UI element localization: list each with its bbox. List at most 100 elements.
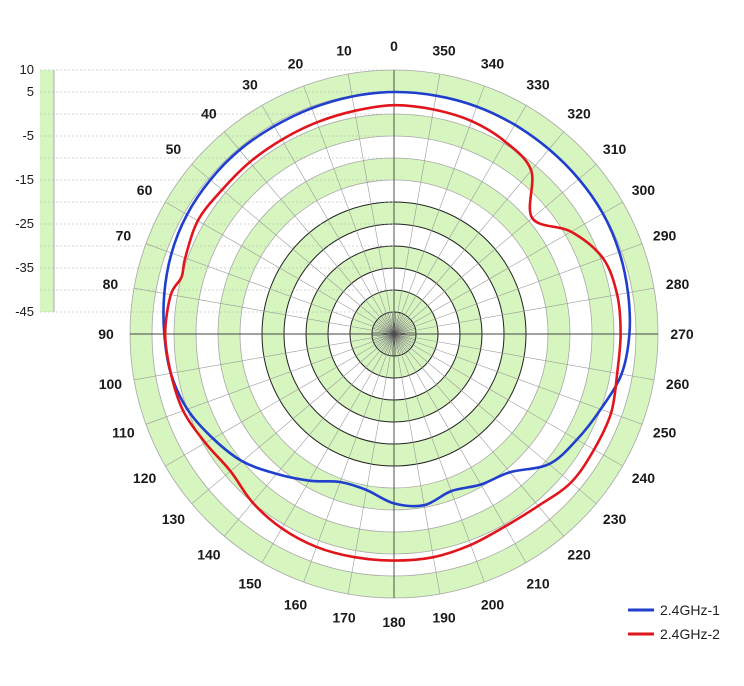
angle-tick-label: 160 [284, 597, 308, 613]
angle-tick-label: 190 [432, 610, 456, 626]
grid-spoke [393, 164, 597, 335]
angle-tick-label: 90 [98, 326, 114, 342]
grid-spoke-fine [393, 333, 410, 350]
angle-tick-label: 30 [242, 77, 258, 93]
grid-spoke-fine [375, 333, 395, 347]
grid-spoke-fine [384, 333, 395, 355]
grid-spoke [393, 85, 485, 335]
grid-spoke [393, 201, 623, 335]
grid-spoke-fine [393, 333, 415, 344]
grid-spoke-fine [393, 318, 410, 335]
angle-tick-label: 220 [567, 547, 591, 563]
grid-spoke [393, 333, 485, 583]
series-line-2.4GHz-2 [163, 103, 622, 562]
grid-spoke [191, 164, 395, 335]
grid-spoke [303, 333, 395, 583]
angle-tick-label: 10 [336, 42, 352, 58]
grid-spoke [165, 333, 395, 467]
grid-spoke [393, 287, 655, 335]
grid-spoke [393, 105, 527, 335]
grid-spoke-fine [388, 333, 395, 356]
radial-tick-label: -45 [15, 304, 34, 319]
angle-tick-label: 120 [133, 470, 157, 486]
angle-tick-label: 280 [666, 276, 690, 292]
angle-tick-label: 20 [288, 55, 304, 71]
grid-spoke [393, 131, 564, 335]
angle-tick-label: 140 [197, 547, 221, 563]
grid-spoke [191, 333, 395, 504]
grid-spoke [347, 333, 395, 595]
grid-spoke [347, 73, 395, 335]
angle-tick-label: 290 [653, 228, 677, 244]
radial-scale: 10 5 -5 -15 -25 -35 -45 [15, 62, 394, 319]
grid-spoke [224, 131, 395, 335]
grid-spoke [393, 333, 597, 504]
angle-tick-label: 170 [332, 610, 356, 626]
grid-spoke-fine [393, 333, 416, 340]
grid-spoke [165, 201, 395, 335]
angle-tick-label: 70 [116, 228, 132, 244]
grid-spoke [393, 333, 655, 381]
angle-tick-label: 240 [632, 470, 656, 486]
series-curves [162, 90, 632, 562]
radial-tick-label: 10 [20, 62, 34, 77]
grid-spoke [261, 105, 395, 335]
grid-spoke [393, 333, 623, 467]
grid-spoke-fine [381, 315, 395, 335]
radial-tick-label: -5 [22, 128, 34, 143]
grid-spoke [393, 333, 564, 537]
radial-scale-bar [40, 70, 54, 312]
grid-spoke [261, 333, 395, 563]
grid-spoke-fine [393, 333, 404, 355]
grid-spoke [393, 73, 441, 335]
grid-spoke-fine [393, 333, 400, 356]
series-line-2.4GHz-1 [162, 90, 632, 508]
angle-tick-label: 270 [670, 326, 694, 342]
grid-spoke-fine [393, 321, 413, 335]
grid-spoke-fine [393, 333, 407, 353]
grid-spoke [393, 333, 527, 563]
legend: 2.4GHz-1 2.4GHz-2 [628, 602, 720, 642]
grid-spoke-fine [393, 315, 407, 335]
angle-tick-label: 110 [112, 425, 135, 441]
grid-spoke-fine [372, 328, 395, 335]
angle-tick-label: 320 [567, 105, 591, 121]
angle-tick-label: 340 [481, 55, 505, 71]
grid-spoke [303, 85, 395, 335]
angle-tick-label: 300 [632, 182, 656, 198]
grid-spoke-fine [393, 324, 415, 335]
angle-tick-label: 50 [166, 141, 182, 157]
angle-tick-label: 210 [526, 575, 550, 591]
angle-tick-label: 330 [526, 77, 550, 93]
angle-tick-label: 250 [653, 425, 677, 441]
grid-spoke-fine [381, 333, 395, 353]
grid-spoke-fine [393, 333, 413, 347]
angle-tick-label: 260 [666, 376, 690, 392]
grid-spoke-fine [393, 328, 416, 335]
grid-spoke-fine [384, 313, 395, 335]
grid-spoke-fine [375, 321, 395, 335]
grid-spoke [133, 287, 395, 335]
radial-tick-label: 5 [27, 84, 34, 99]
grid-spoke-fine [378, 333, 395, 350]
radial-tick-label: -35 [15, 260, 34, 275]
grid-spoke-fine [393, 312, 400, 335]
grid-spoke-fine [378, 318, 395, 335]
radial-tick-label: -15 [15, 172, 34, 187]
angle-tick-label: 40 [201, 105, 217, 121]
grid-spoke-fine [373, 333, 395, 344]
angle-tick-label: 130 [162, 511, 186, 527]
radial-tick-label: -25 [15, 216, 34, 231]
angle-tick-label: 180 [382, 614, 406, 630]
grid-spoke [393, 243, 643, 335]
grid-spoke [133, 333, 395, 381]
angle-tick-label: 80 [103, 276, 119, 292]
angle-tick-label: 200 [481, 597, 505, 613]
grid-spoke-fine [373, 324, 395, 335]
angle-tick-label: 0 [390, 38, 398, 54]
grid-spoke-fine [393, 313, 404, 335]
angle-tick-label: 150 [238, 575, 262, 591]
angle-tick-labels: 0 10 20 30 40 50 60 70 80 90 100 110 120 130 140 150 160… [98, 38, 694, 630]
grid-spoke [145, 243, 395, 335]
